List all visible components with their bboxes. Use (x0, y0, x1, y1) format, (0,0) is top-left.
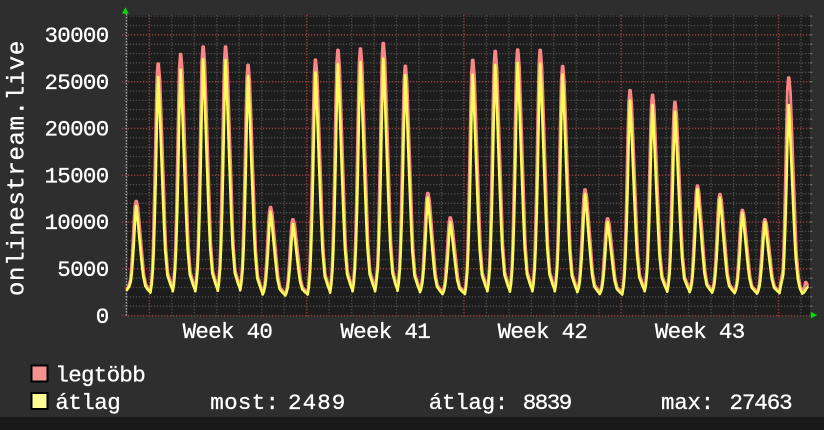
svg-text:onlinestream.live: onlinestream.live (5, 40, 32, 296)
svg-text:Week 40: Week 40 (183, 319, 273, 345)
svg-text:5000: 5000 (57, 257, 108, 283)
svg-text:10000: 10000 (44, 210, 108, 236)
svg-text:8839: 8839 (523, 390, 571, 416)
svg-text:15000: 15000 (44, 163, 108, 189)
svg-text:0: 0 (96, 304, 109, 330)
svg-text:30000: 30000 (44, 23, 108, 49)
svg-text:átlag: átlag (55, 390, 120, 416)
svg-text:27463: 27463 (730, 390, 793, 416)
svg-text:Week 43: Week 43 (655, 319, 745, 345)
svg-text:átlag:: átlag: (429, 390, 508, 416)
svg-text:Week 42: Week 42 (498, 319, 588, 345)
svg-text:legtöbb: legtöbb (55, 362, 145, 388)
svg-text:Week 41: Week 41 (340, 319, 430, 345)
svg-text:25000: 25000 (44, 70, 108, 96)
svg-text:most:: most: (210, 390, 279, 416)
svg-text:20000: 20000 (44, 117, 108, 143)
svg-text:2489: 2489 (288, 390, 346, 416)
svg-text:max:: max: (661, 390, 714, 416)
